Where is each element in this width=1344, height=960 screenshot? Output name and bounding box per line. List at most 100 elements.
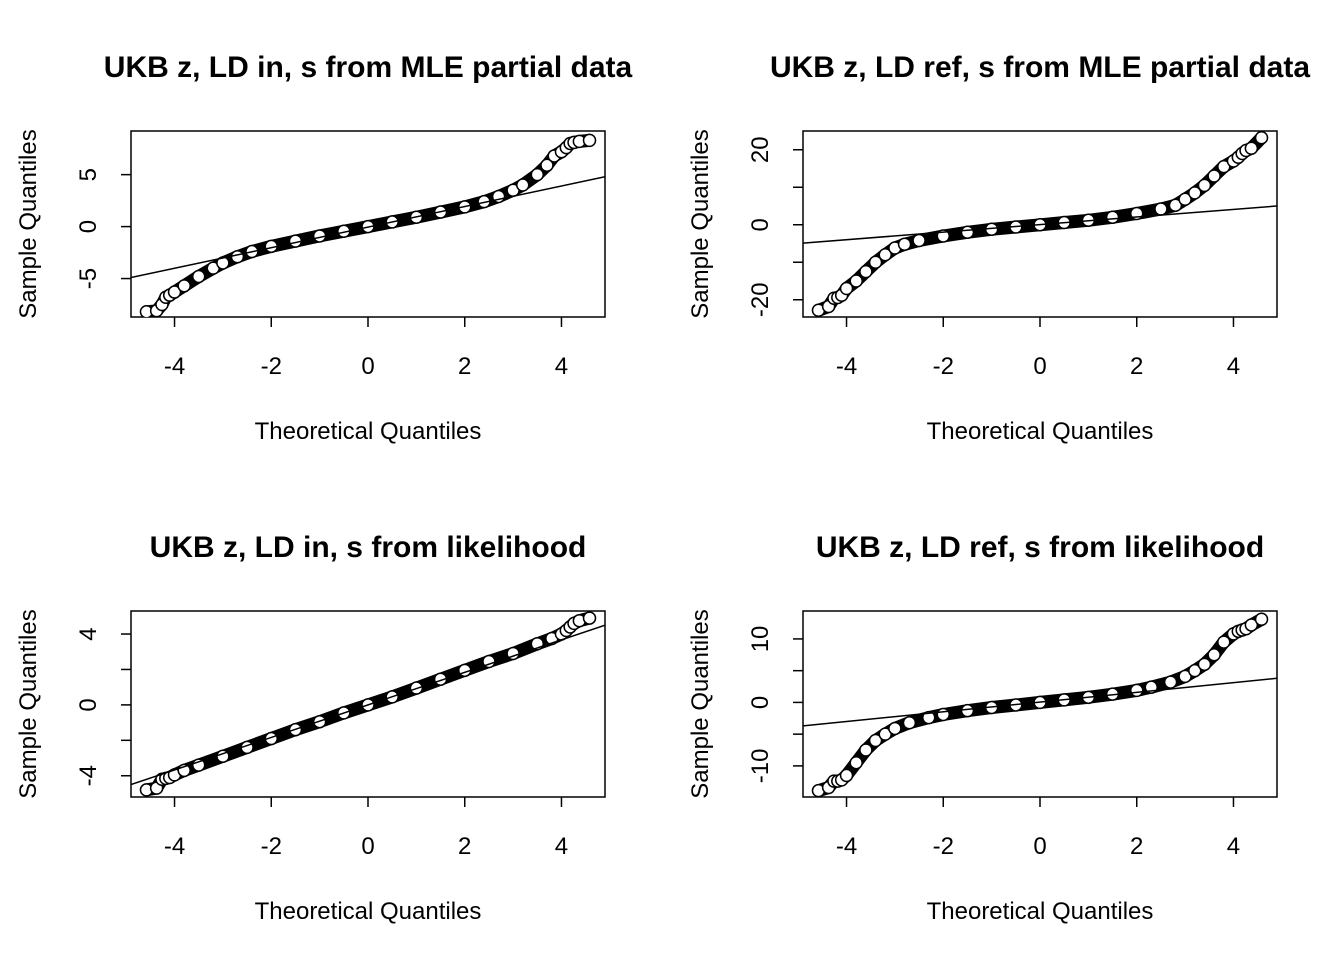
- x-axis-label: Theoretical Quantiles: [255, 418, 482, 445]
- data-point: [868, 733, 883, 748]
- x-tick-label: 0: [1033, 833, 1046, 860]
- x-tick-label: -4: [164, 353, 185, 380]
- data-point: [191, 269, 206, 284]
- data-point: [1188, 663, 1202, 678]
- data-point: [960, 225, 975, 239]
- data-point: [1254, 612, 1269, 627]
- data-point: [868, 255, 883, 269]
- data-point: [902, 715, 917, 730]
- data-point: [922, 710, 936, 725]
- x-tick-label: 4: [1227, 833, 1240, 860]
- chart-title: UKB z, LD in, s from MLE partial data: [104, 51, 633, 84]
- y-tick-label: 4: [75, 627, 102, 640]
- y-tick-label: -4: [75, 765, 102, 786]
- data-point: [839, 768, 854, 783]
- data-point: [1207, 648, 1221, 662]
- data-point: [1244, 141, 1259, 155]
- data-point: [912, 233, 926, 248]
- data-point: [530, 167, 545, 182]
- data-point: [849, 755, 863, 770]
- data-point: [582, 133, 597, 148]
- x-tick-label: 0: [361, 353, 374, 380]
- qq-reference-line: [131, 175, 605, 279]
- y-tick-label: 0: [747, 218, 774, 231]
- y-tick-label: -5: [75, 268, 102, 289]
- x-tick-label: -2: [261, 353, 282, 380]
- y-tick-label: 0: [747, 696, 774, 709]
- x-tick-label: -2: [933, 833, 954, 860]
- data-point: [1244, 618, 1259, 632]
- qq-reference-line: [131, 624, 605, 786]
- qq-reference-line: [803, 205, 1277, 244]
- data-point: [1188, 186, 1202, 200]
- data-point: [960, 703, 975, 718]
- x-tick-label: 2: [458, 833, 471, 860]
- y-axis-label: Sample Quantiles: [687, 129, 714, 318]
- x-tick-label: 2: [1130, 353, 1143, 380]
- x-tick-label: 4: [555, 833, 568, 860]
- data-point: [878, 727, 892, 741]
- data-point: [1178, 192, 1192, 206]
- y-axis-label: Sample Quantiles: [687, 609, 714, 798]
- data-point: [1129, 683, 1144, 698]
- data-point: [1254, 131, 1269, 145]
- y-tick-label: 5: [75, 168, 102, 181]
- chart-title: UKB z, LD ref, s from MLE partial data: [770, 51, 1310, 84]
- plot-area: [131, 611, 605, 797]
- data-point: [1197, 657, 1212, 672]
- x-tick-label: -4: [164, 833, 185, 860]
- plot-area: [803, 612, 1277, 797]
- data-point: [878, 248, 892, 262]
- data-point: [1105, 210, 1120, 224]
- y-tick-label: 20: [747, 136, 774, 163]
- x-tick-label: -4: [836, 833, 857, 860]
- data-point: [897, 237, 912, 251]
- data-point: [849, 274, 863, 288]
- panel-1: UKB z, LD in, s from MLE partial data -4 -…: [15, 51, 633, 445]
- x-axis-label: Theoretical Quantiles: [255, 898, 482, 925]
- panel-4: UKB z, LD ref, s from likelihood -4 -2 0 2 4 -…: [687, 531, 1278, 925]
- data-point: [839, 281, 854, 296]
- y-tick-label: 0: [75, 698, 102, 711]
- panel-3: UKB z, LD in, s from likelihood -4 -2 0 2 4 -4…: [15, 531, 606, 925]
- x-tick-label: 4: [1227, 353, 1240, 380]
- data-point: [1163, 675, 1178, 689]
- data-point: [859, 264, 873, 279]
- data-point: [540, 158, 554, 173]
- y-axis-label: Sample Quantiles: [15, 129, 42, 318]
- plot-area: [803, 131, 1277, 317]
- x-tick-label: 4: [555, 353, 568, 380]
- data-point: [167, 285, 182, 299]
- x-axis-label: Theoretical Quantiles: [927, 898, 1154, 925]
- data-point: [516, 178, 530, 192]
- chart-title: UKB z, LD ref, s from likelihood: [816, 531, 1264, 564]
- x-tick-label: 2: [458, 353, 471, 380]
- x-tick-label: -4: [836, 353, 857, 380]
- data-point: [888, 721, 902, 736]
- y-tick-label: 10: [747, 626, 774, 653]
- data-point: [1154, 202, 1168, 216]
- x-tick-label: 2: [1130, 833, 1143, 860]
- y-tick-label: -20: [747, 282, 774, 317]
- data-point: [582, 611, 597, 625]
- x-axis-label: Theoretical Quantiles: [927, 418, 1154, 445]
- data-point: [859, 743, 873, 757]
- data-point: [1178, 669, 1192, 684]
- x-tick-label: 0: [361, 833, 374, 860]
- chart-title: UKB z, LD in, s from likelihood: [150, 531, 587, 564]
- y-tick-label: 0: [75, 220, 102, 233]
- data-point: [936, 707, 951, 722]
- data-point: [230, 249, 245, 264]
- x-tick-label: -2: [933, 353, 954, 380]
- qq-reference-line: [803, 677, 1277, 727]
- data-point: [1217, 635, 1231, 649]
- data-point: [1197, 178, 1212, 193]
- panel-2: UKB z, LD ref, s from MLE partial data -4…: [687, 51, 1310, 445]
- data-point: [1168, 198, 1183, 212]
- data-point: [1207, 169, 1221, 183]
- y-axis-label: Sample Quantiles: [15, 609, 42, 798]
- plot-area: [131, 133, 605, 317]
- data-point: [216, 256, 230, 270]
- x-tick-label: 0: [1033, 353, 1046, 380]
